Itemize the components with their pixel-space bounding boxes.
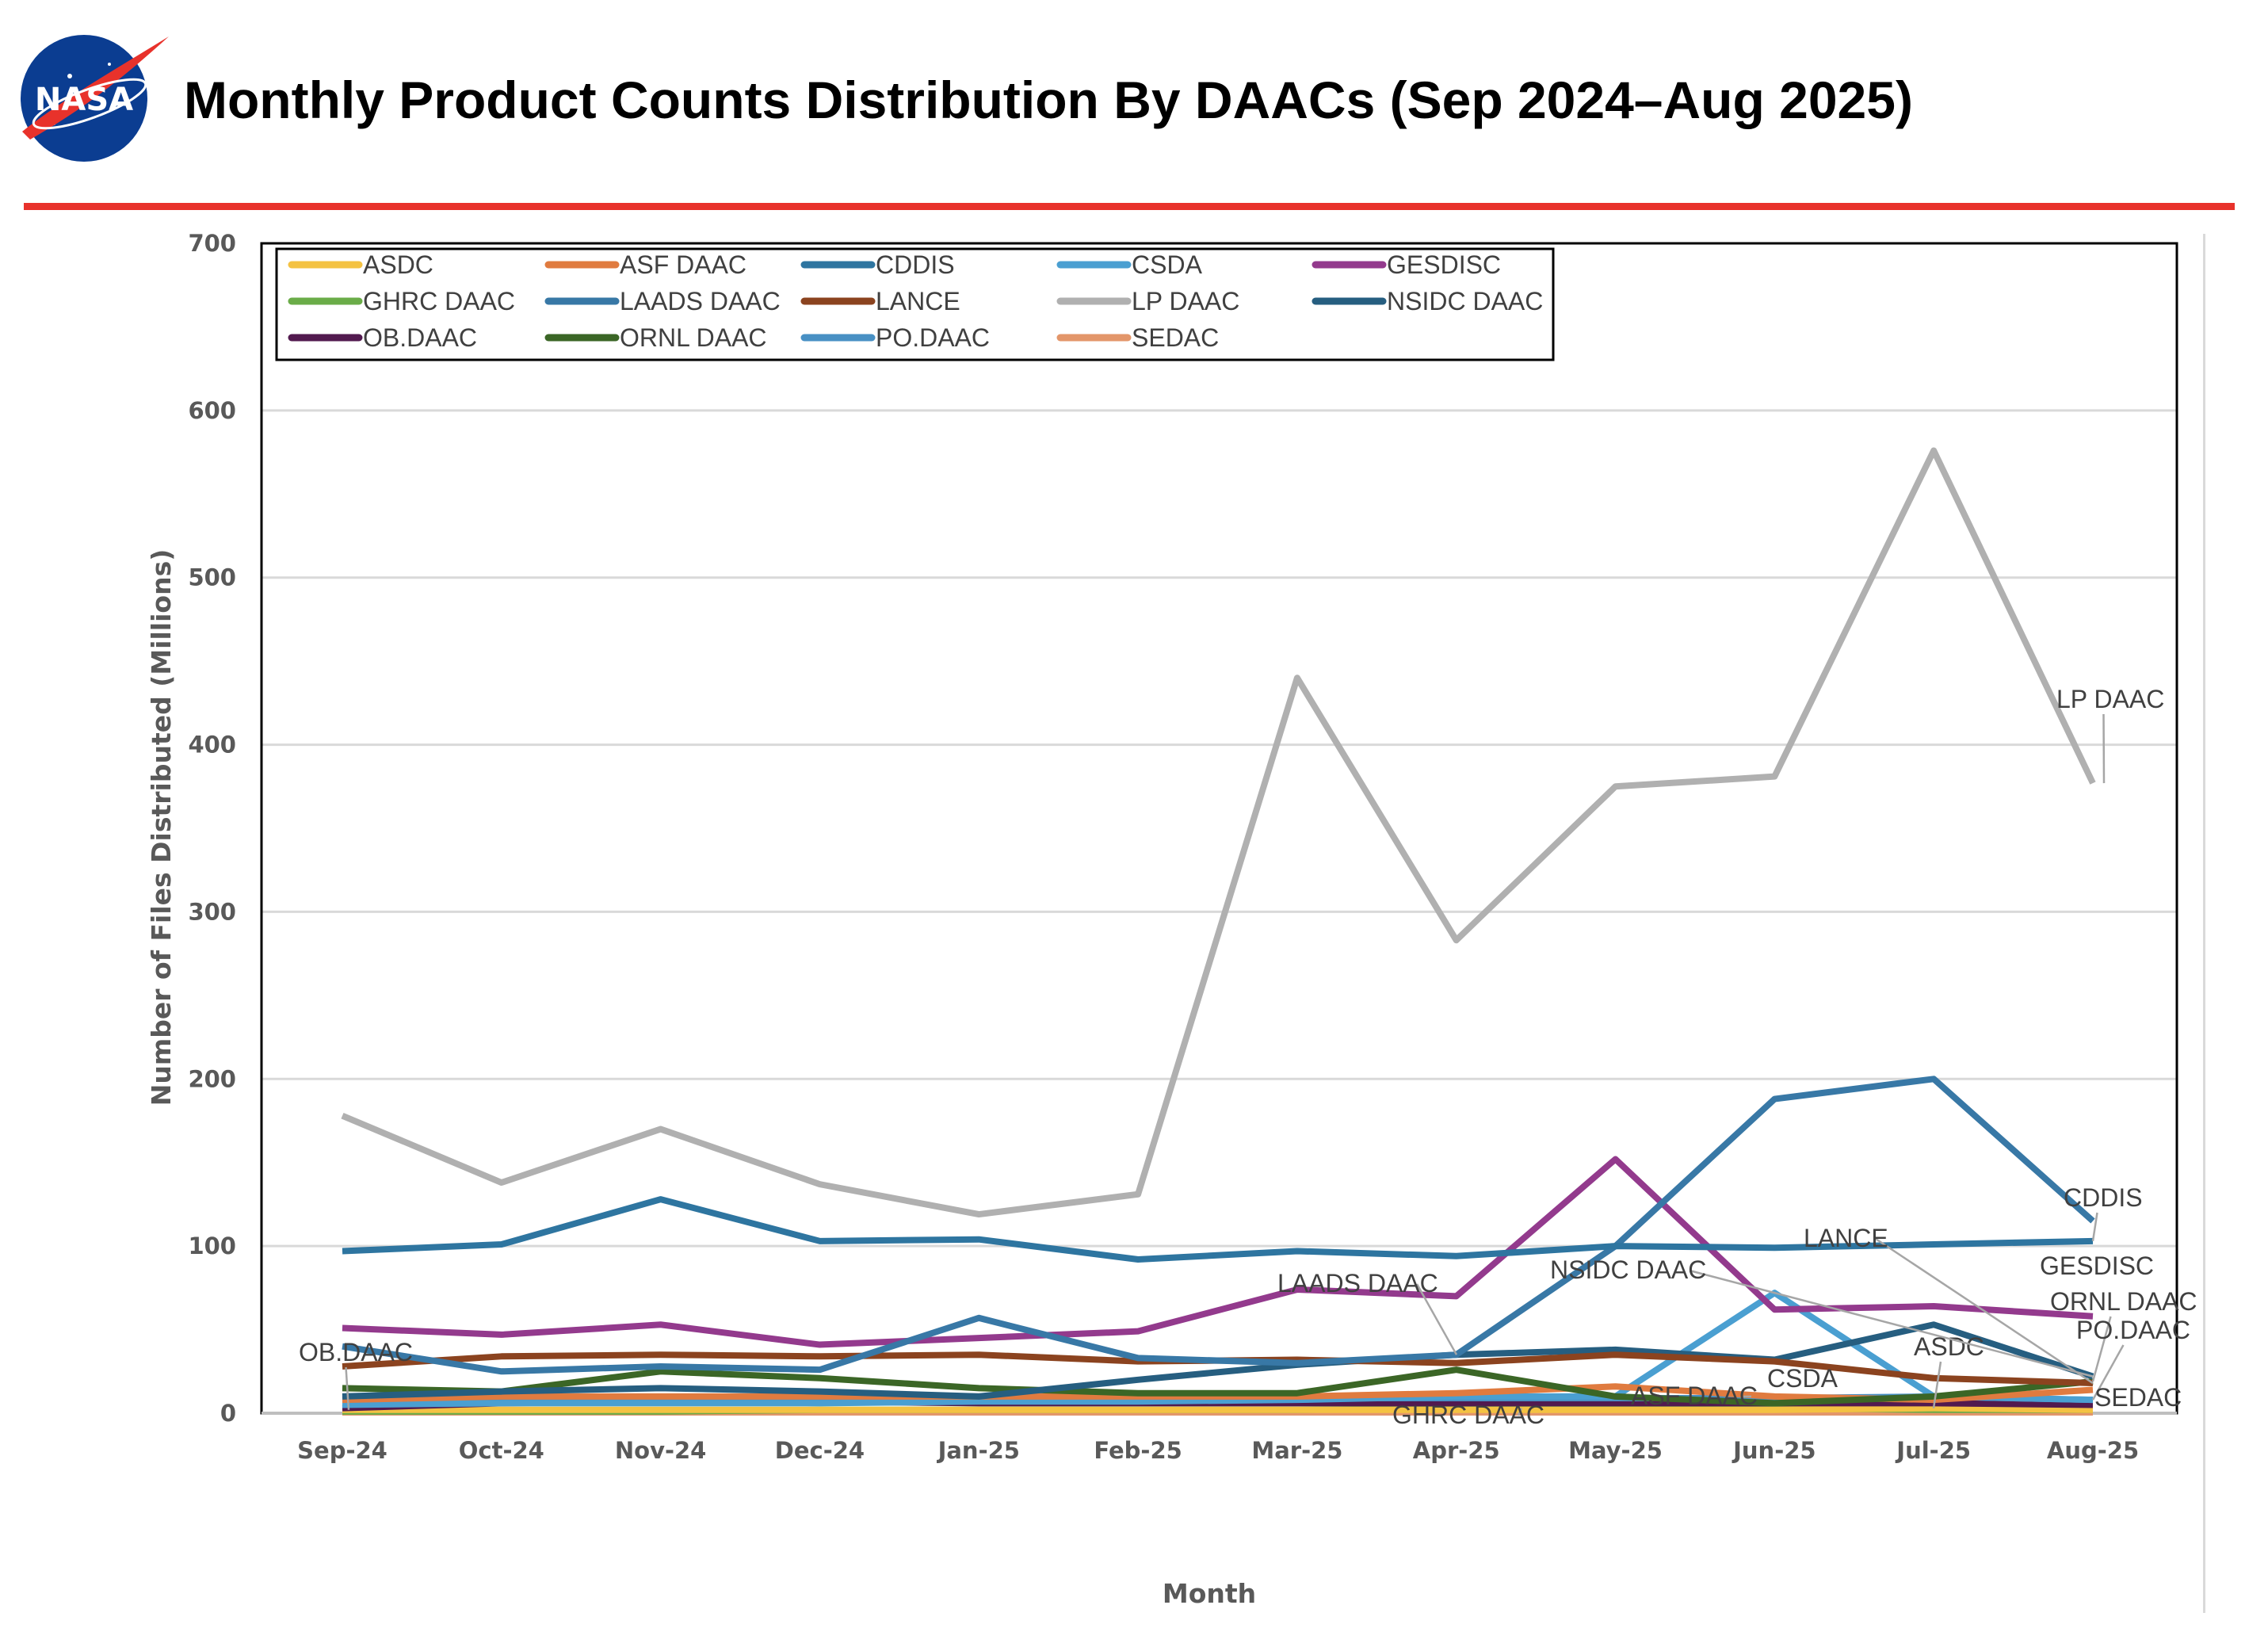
svg-text:NASA: NASA bbox=[35, 82, 133, 118]
label-leader-line bbox=[345, 1366, 350, 1410]
y-tick-label: 500 bbox=[188, 564, 236, 591]
data-label: ASDC bbox=[1914, 1332, 1984, 1361]
series-line-gesdisc bbox=[342, 1156, 2094, 1348]
legend-entry: ASDC bbox=[363, 250, 433, 279]
nasa-logo: NASA bbox=[14, 29, 169, 167]
y-tick-label: 100 bbox=[188, 1232, 236, 1259]
y-tick-label: 700 bbox=[188, 230, 236, 257]
x-tick-label: Sep-24 bbox=[297, 1437, 388, 1464]
legend-entry: LP DAAC bbox=[1132, 287, 1239, 315]
data-label: LANCE bbox=[1804, 1224, 1888, 1252]
x-tick-label: Nov-24 bbox=[615, 1437, 707, 1464]
y-tick-label: 300 bbox=[188, 898, 236, 925]
page-title: Monthly Product Counts Distribution By D… bbox=[184, 71, 1913, 129]
series-line-laads-daac bbox=[342, 1076, 2095, 1375]
series-line-cddis bbox=[342, 1196, 2094, 1263]
x-tick-label: Oct-24 bbox=[459, 1437, 544, 1464]
label-leader-line bbox=[2091, 1344, 2125, 1401]
legend-entry: PO.DAAC bbox=[876, 323, 990, 352]
x-tick-label: Jun-25 bbox=[1732, 1437, 1816, 1464]
y-tick-label: 200 bbox=[188, 1065, 236, 1092]
x-tick-label: Aug-25 bbox=[2047, 1437, 2139, 1464]
y-tick-label: 0 bbox=[220, 1400, 236, 1427]
series-line-ornl-daac bbox=[342, 1366, 2094, 1407]
x-tick-label: Dec-24 bbox=[775, 1437, 865, 1464]
y-axis-label: Number of Files Distributed (Millions) bbox=[146, 549, 177, 1106]
x-axis-label: Month bbox=[1163, 1578, 1256, 1609]
series-line-nsidc-daac bbox=[342, 1321, 2094, 1400]
label-leader-line bbox=[1875, 1237, 2094, 1385]
data-label: CSDA bbox=[1767, 1364, 1838, 1393]
x-tick-label: Mar-25 bbox=[1251, 1437, 1342, 1464]
x-tick-label: Feb-25 bbox=[1094, 1437, 1182, 1464]
label-leader-line bbox=[1689, 1269, 2094, 1378]
series-line-lp-daac bbox=[341, 447, 2096, 1218]
data-label: NSIDC DAAC bbox=[1550, 1255, 1706, 1284]
series-line-asdc bbox=[342, 1404, 2094, 1413]
legend-entry: OB.DAAC bbox=[363, 323, 477, 352]
data-label: PO.DAAC bbox=[2076, 1316, 2190, 1344]
data-label: ORNL DAAC bbox=[2050, 1287, 2197, 1316]
data-label: OB.DAAC bbox=[299, 1338, 413, 1366]
data-label: GHRC DAAC bbox=[1392, 1401, 1544, 1429]
legend-entry: CDDIS bbox=[876, 250, 955, 279]
label-leader-line bbox=[1932, 1361, 1942, 1408]
legend-entry: GESDISC bbox=[1387, 250, 1501, 279]
y-tick-label: 600 bbox=[188, 397, 236, 424]
x-tick-label: Jan-25 bbox=[937, 1437, 1020, 1464]
data-label: LP DAAC bbox=[2056, 685, 2164, 713]
data-label: ASF DAAC bbox=[1631, 1382, 1758, 1410]
legend-entry: ORNL DAAC bbox=[620, 323, 767, 352]
data-label: LAADS DAAC bbox=[1277, 1269, 1438, 1297]
y-tick-label: 400 bbox=[188, 732, 236, 759]
legend-entry: LANCE bbox=[876, 287, 960, 315]
legend-entry: GHRC DAAC bbox=[363, 287, 515, 315]
label-leader-line bbox=[2091, 1212, 2098, 1242]
legend-entry: SEDAC bbox=[1132, 323, 1219, 352]
label-leader-line bbox=[2102, 713, 2106, 784]
plot-border bbox=[260, 242, 2178, 1415]
x-tick-label: May-25 bbox=[1568, 1437, 1663, 1464]
data-label: CDDIS bbox=[2064, 1183, 2143, 1212]
slide-edge-divider bbox=[2203, 234, 2205, 1613]
legend-entry: ASF DAAC bbox=[620, 250, 746, 279]
x-tick-label: Apr-25 bbox=[1413, 1437, 1500, 1464]
title-divider bbox=[24, 203, 2235, 210]
data-label: SEDAC bbox=[2094, 1383, 2182, 1412]
data-label: GESDISC bbox=[2040, 1252, 2154, 1280]
label-leader-line bbox=[1517, 1408, 1523, 1416]
x-tick-label: Jul-25 bbox=[1895, 1437, 1971, 1464]
legend-entry: LAADS DAAC bbox=[620, 287, 781, 315]
legend-entry: CSDA bbox=[1132, 250, 1203, 279]
legend-entry: NSIDC DAAC bbox=[1387, 287, 1543, 315]
label-leader-line bbox=[2091, 1316, 2112, 1382]
series-line-asf-daac bbox=[342, 1383, 2094, 1404]
label-leader-line bbox=[1415, 1283, 1458, 1355]
